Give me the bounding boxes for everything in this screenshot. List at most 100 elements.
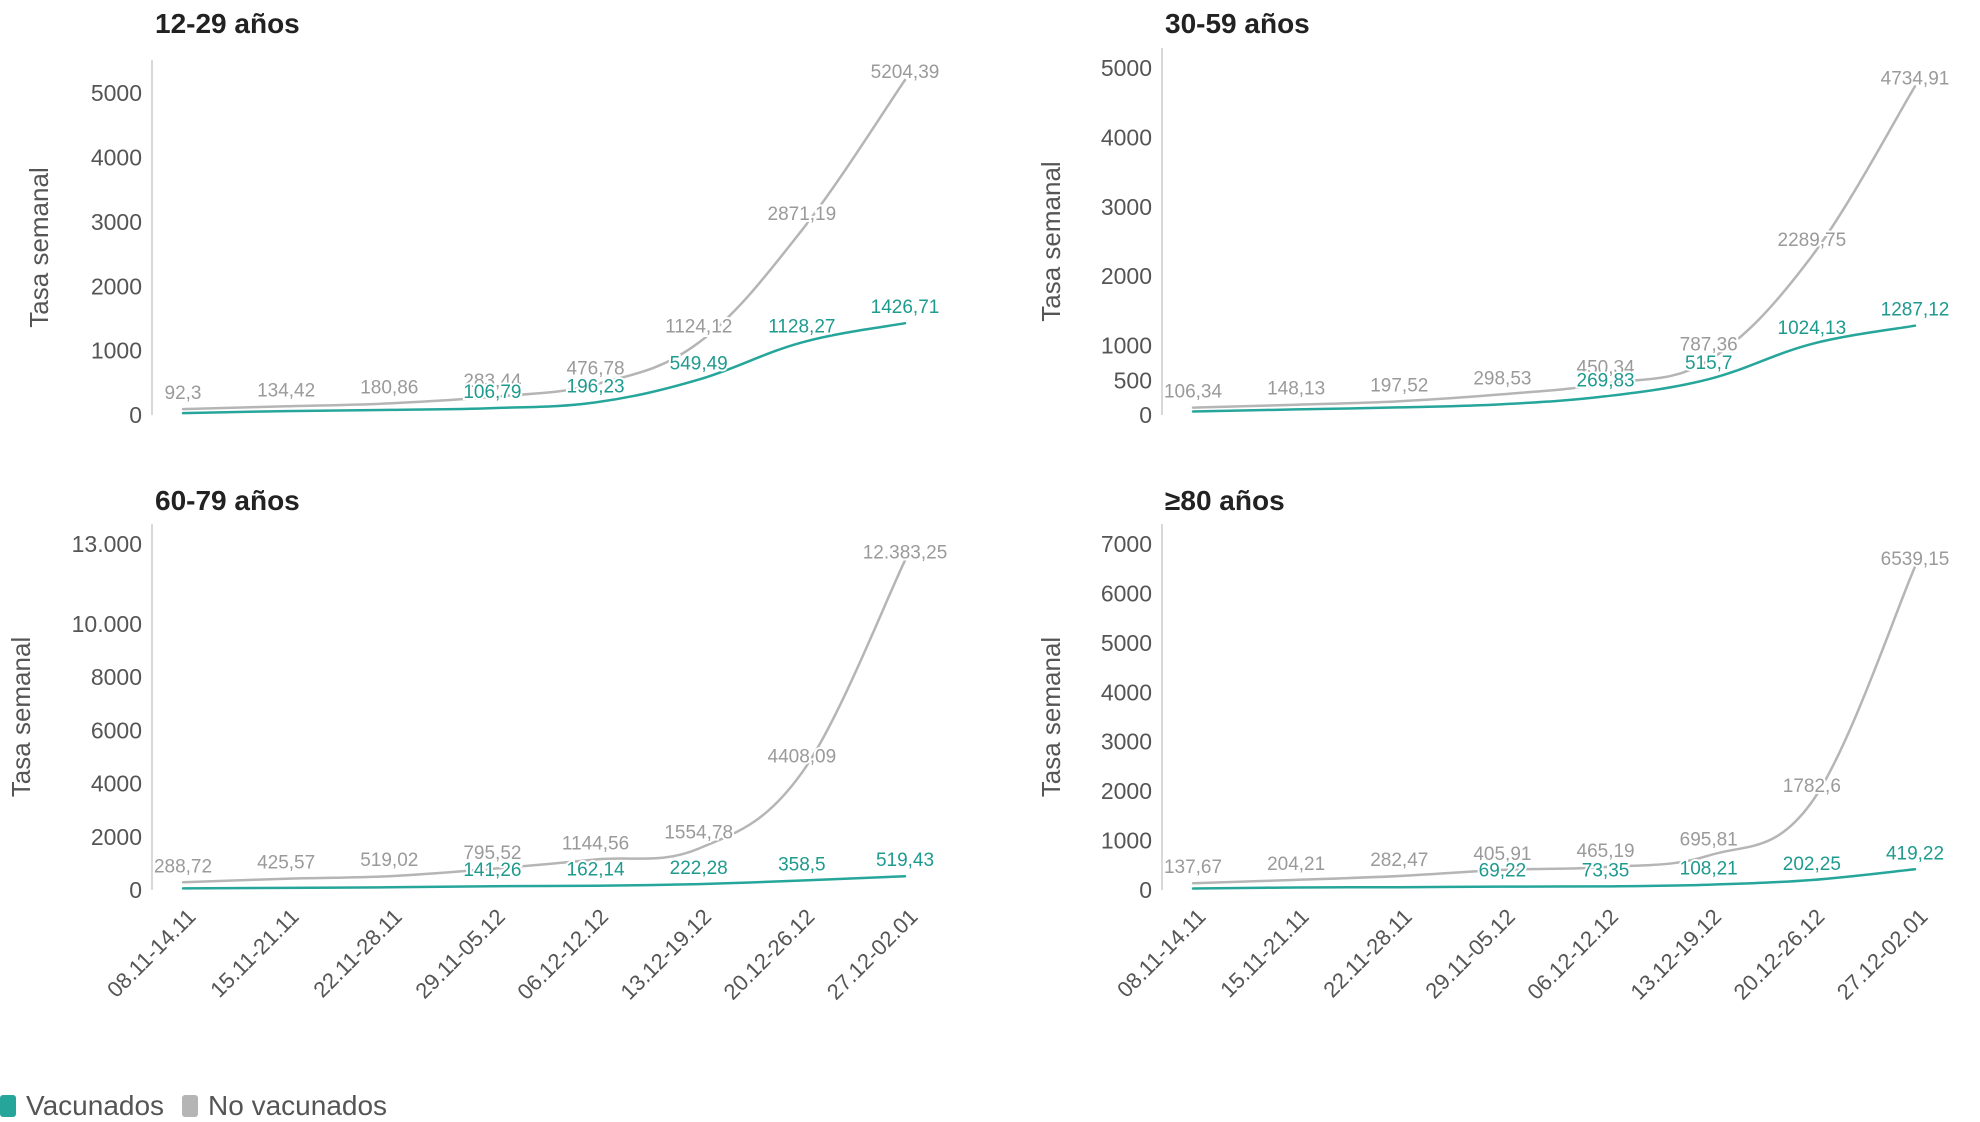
- y-tick-label: 6000: [91, 717, 142, 743]
- panel-2: 30-59 años Tasa semanal 0 500 1000 2000 3000 40…: [1036, 8, 1951, 428]
- data-label-no-vacunados: 1144,56: [562, 834, 629, 855]
- y-tick-label: 4000: [1101, 679, 1152, 705]
- data-label-vacunados: 1426,71: [871, 297, 940, 318]
- y-tick-label: 6000: [1101, 580, 1152, 606]
- x-tick-label: 29.11-05.12: [410, 904, 510, 1004]
- data-label-no-vacunados: 450,34: [1577, 358, 1636, 379]
- series-line-vacunados: [181, 874, 907, 890]
- y-tick-label: 3000: [91, 209, 142, 235]
- data-label-no-vacunados: 4408,09: [768, 747, 837, 768]
- x-tick-label: 20.12-26.12: [1729, 904, 1830, 1005]
- data-label-no-vacunados: 148,13: [1267, 379, 1325, 400]
- data-label-vacunados: 1024,13: [1778, 318, 1847, 339]
- x-tick-label: 06.12-12.12: [1522, 904, 1623, 1005]
- panel-1: 12-29 años Tasa semanal 0 1000 2000 3000 4000 5…: [24, 8, 941, 428]
- data-label-no-vacunados: 2289,75: [1778, 230, 1847, 251]
- data-label-no-vacunados: 288,72: [154, 856, 212, 877]
- y-axis-label: Tasa semanal: [6, 637, 36, 797]
- y-tick-label: 8000: [91, 664, 142, 690]
- data-label-vacunados: 108,21: [1680, 859, 1738, 880]
- data-label-vacunados: 141,26: [463, 860, 521, 881]
- data-label-vacunados: 106,79: [463, 382, 521, 403]
- x-tick-label: 22.11-28.11: [308, 904, 406, 1002]
- x-tick-label: 27.12-02.01: [1832, 904, 1933, 1005]
- y-axis-label: Tasa semanal: [24, 167, 54, 327]
- panel-title: 60-79 años: [155, 485, 300, 516]
- data-label-no-vacunados: 180,86: [360, 377, 418, 398]
- x-tick-label: 15.11-21.11: [205, 904, 303, 1002]
- y-tick-label: 13.000: [72, 531, 142, 557]
- x-tick-label: 29.11-05.12: [1420, 904, 1520, 1004]
- data-label-vacunados: 69,22: [1479, 861, 1527, 882]
- data-label-no-vacunados: 465,19: [1577, 841, 1635, 862]
- data-label-vacunados: 549,49: [670, 354, 728, 375]
- y-axis-label: Tasa semanal: [1036, 161, 1066, 321]
- data-label-vacunados: 1287,12: [1881, 300, 1950, 321]
- data-label-no-vacunados: 695,81: [1680, 830, 1738, 851]
- y-tick-label: 5000: [91, 80, 142, 106]
- series-line-no-vacunados: [181, 78, 907, 411]
- y-tick-label: 5000: [1101, 630, 1152, 656]
- legend-swatch-vacunados: [0, 1095, 16, 1117]
- data-label-vacunados: 515,7: [1685, 353, 1733, 374]
- data-label-no-vacunados: 298,53: [1473, 368, 1531, 389]
- y-tick-label: 5000: [1101, 55, 1152, 81]
- data-label-no-vacunados: 787,36: [1680, 334, 1738, 355]
- series-line-vacunados: [1191, 868, 1917, 890]
- data-label-no-vacunados: 12.383,25: [863, 542, 948, 563]
- panel-4: ≥80 años Tasa semanal 0 1000 2000 3000 4000 500…: [1036, 485, 1951, 1005]
- y-tick-label: 4000: [91, 771, 142, 797]
- y-axis-label: Tasa semanal: [1036, 637, 1066, 797]
- legend-label-vacunados: Vacunados: [26, 1090, 165, 1121]
- legend-swatch-no-vacunados: [182, 1095, 199, 1117]
- data-label-vacunados: 202,25: [1783, 854, 1841, 875]
- y-tick-label: 1000: [91, 338, 142, 364]
- data-label-no-vacunados: 1124,12: [665, 317, 732, 338]
- panel-title: 30-59 años: [1165, 8, 1310, 39]
- series-line-vacunados: [181, 321, 907, 415]
- y-tick-label: 2000: [91, 824, 142, 850]
- panel-3: 60-79 años Tasa semanal 0 2000 4000 6000 8000 1…: [6, 485, 949, 1005]
- data-label-no-vacunados: 204,21: [1267, 854, 1325, 875]
- y-tick-label: 0: [129, 877, 142, 903]
- y-tick-label: 1000: [1101, 333, 1152, 359]
- series-line-no-vacunados: [1191, 85, 1917, 409]
- data-label-vacunados: 358,5: [778, 854, 826, 875]
- data-label-vacunados: 419,22: [1886, 843, 1944, 864]
- y-tick-label: 4000: [1101, 124, 1152, 150]
- x-tick-label: 20.12-26.12: [719, 904, 820, 1005]
- y-tick-label: 500: [1114, 367, 1152, 393]
- data-label-no-vacunados: 425,57: [257, 853, 315, 874]
- data-label-no-vacunados: 106,34: [1164, 382, 1223, 403]
- x-tick-label: 22.11-28.11: [1318, 904, 1416, 1002]
- data-label-no-vacunados: 134,42: [257, 380, 315, 401]
- data-label-no-vacunados: 4734,91: [1881, 68, 1950, 89]
- y-tick-label: 2000: [1101, 263, 1152, 289]
- x-tick-label: 13.12-19.12: [616, 904, 717, 1005]
- data-label-no-vacunados: 519,02: [360, 850, 418, 871]
- data-label-vacunados: 269,83: [1577, 370, 1635, 391]
- series-line-vacunados: [1191, 324, 1917, 413]
- data-label-no-vacunados: 1554,78: [664, 823, 733, 844]
- y-tick-label: 2000: [91, 273, 142, 299]
- data-label-no-vacunados: 283,44: [463, 371, 522, 392]
- legend-item-no-vacunados: No vacunados: [182, 1090, 387, 1122]
- x-tick-label: 27.12-02.01: [822, 904, 923, 1005]
- y-tick-label: 3000: [1101, 194, 1152, 220]
- legend-item-vacunados: Vacunados: [0, 1090, 164, 1122]
- y-tick-label: 10.000: [72, 611, 142, 637]
- x-tick-label: 15.11-21.11: [1215, 904, 1313, 1002]
- panel-title: 12-29 años: [155, 8, 300, 39]
- y-tick-label: 0: [129, 402, 142, 428]
- panel-title: ≥80 años: [1165, 485, 1285, 516]
- legend-label-no-vacunados: No vacunados: [208, 1090, 388, 1121]
- data-label-vacunados: 162,14: [567, 860, 626, 881]
- data-label-no-vacunados: 795,52: [463, 843, 521, 864]
- y-tick-label: 0: [1139, 402, 1152, 428]
- y-tick-label: 0: [1139, 877, 1152, 903]
- data-label-no-vacunados: 197,52: [1370, 375, 1428, 396]
- data-label-no-vacunados: 2871,19: [768, 204, 837, 225]
- series-line-no-vacunados: [181, 559, 907, 884]
- y-tick-label: 2000: [1101, 778, 1152, 804]
